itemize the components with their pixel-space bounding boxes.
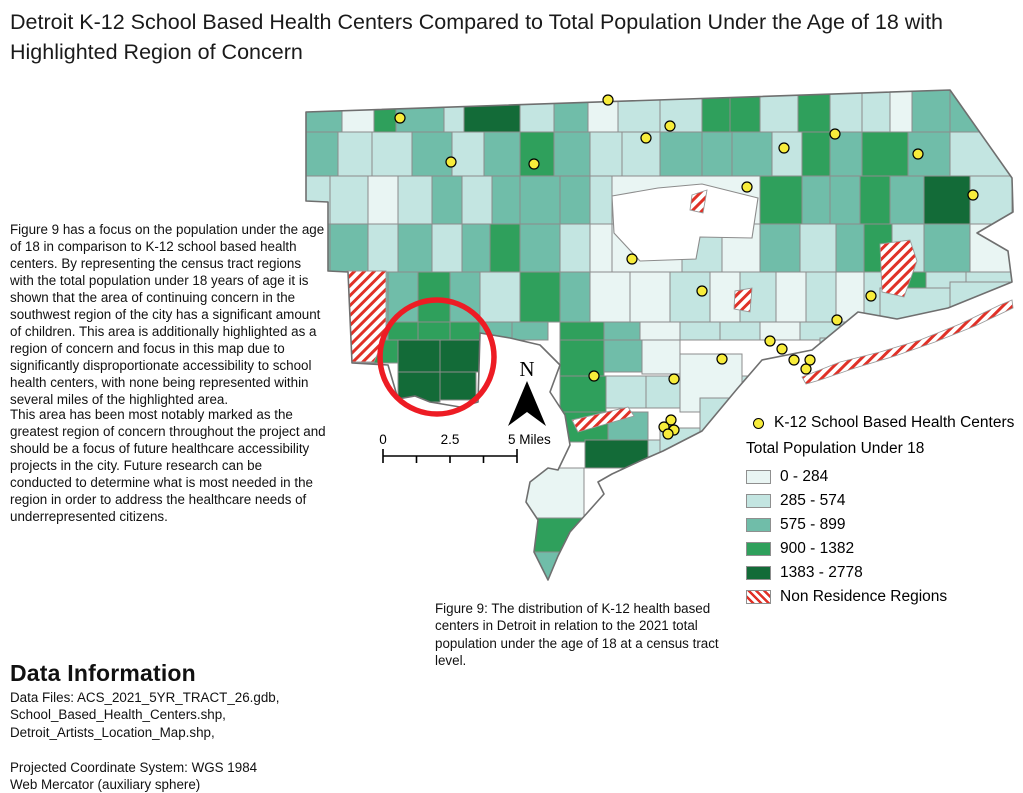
class-label-1: 285 - 574 (780, 491, 846, 509)
legend-non-residence-row: Non Residence Regions (746, 587, 1018, 605)
health-center-dot (865, 290, 877, 302)
legend-class-row: 0 - 284 (746, 467, 1018, 485)
description-paragraph-2: This area has been most notably marked a… (10, 407, 326, 525)
legend-class-row: 1383 - 2778 (746, 563, 1018, 581)
health-center-dot (778, 142, 790, 154)
map-legend: K-12 School Based Health Centers Total P… (746, 412, 1018, 605)
health-center-dot (829, 128, 841, 140)
north-arrow: N (508, 357, 546, 426)
region-of-concern-circle (377, 297, 497, 417)
health-center-dot (528, 158, 540, 170)
health-center-dot (668, 373, 680, 385)
scale-bar: 0 2.5 5 Miles (379, 432, 551, 463)
detroit-choropleth-map: N 0 2.5 5 Miles (300, 85, 1015, 595)
health-center-dot (602, 94, 614, 106)
class-swatch-1 (746, 493, 771, 508)
legend-class-row: 900 - 1382 (746, 539, 1018, 557)
health-center-dot (804, 354, 816, 366)
belle-isle-hatched (801, 299, 1014, 385)
class-label-0: 0 - 284 (780, 467, 829, 485)
health-center-dots (394, 94, 979, 440)
data-information: Data Information Data Files: ACS_2021_5Y… (10, 660, 340, 793)
health-center-dot (776, 343, 788, 355)
health-center-dot (445, 156, 457, 168)
class-label-4: 1383 - 2778 (780, 563, 863, 581)
health-center-dot (662, 428, 674, 440)
class-swatch-0 (746, 469, 771, 484)
enclave-hole (611, 183, 759, 262)
scale-zero: 0 (379, 432, 387, 447)
health-center-dot (664, 120, 676, 132)
health-center-dot (831, 314, 843, 326)
legend-class-row: 285 - 574 (746, 491, 1018, 509)
health-center-dot (912, 148, 924, 160)
class-swatch-3 (746, 541, 771, 556)
health-center-dot (588, 370, 600, 382)
health-center-dot-icon (753, 417, 764, 429)
class-swatch-2 (746, 517, 771, 532)
health-center-dot (640, 132, 652, 144)
health-center-dot (741, 181, 753, 193)
north-label: N (519, 357, 534, 381)
health-center-dot (626, 253, 638, 265)
class-label-3: 900 - 1382 (780, 539, 855, 557)
legend-health-centers-label: K-12 School Based Health Centers (774, 414, 1015, 431)
class-swatch-4 (746, 565, 771, 580)
scale-mid: 2.5 (441, 432, 460, 447)
data-information-heading: Data Information (10, 660, 196, 686)
figure-caption: Figure 9: The distribution of K-12 healt… (435, 601, 719, 669)
health-center-dot (800, 363, 812, 375)
description-paragraph-1: Figure 9 has a focus on the population u… (10, 222, 325, 408)
legend-class-row: 575 - 899 (746, 515, 1018, 533)
non-residence-label: Non Residence Regions (780, 587, 948, 605)
map-svg: N 0 2.5 5 Miles (305, 89, 1014, 581)
health-center-dot (394, 112, 406, 124)
data-information-lines: Data Files: ACS_2021_5YR_TRACT_26.gdb, S… (10, 690, 280, 793)
health-center-dot (716, 353, 728, 365)
health-center-dot (967, 189, 979, 201)
non-residence-swatch (746, 589, 771, 604)
health-center-dot (696, 285, 708, 297)
health-center-dot (788, 354, 800, 366)
health-center-dot (764, 335, 776, 347)
scale-end: 5 Miles (508, 432, 551, 447)
page-title: Detroit K-12 School Based Health Centers… (10, 10, 944, 64)
legend-section-title: Total Population Under 18 (746, 440, 925, 457)
city-outline (305, 89, 1014, 581)
health-center-dot (665, 414, 677, 426)
class-label-2: 575 - 899 (780, 515, 846, 533)
legend-health-centers: K-12 School Based Health Centers (746, 412, 1018, 434)
